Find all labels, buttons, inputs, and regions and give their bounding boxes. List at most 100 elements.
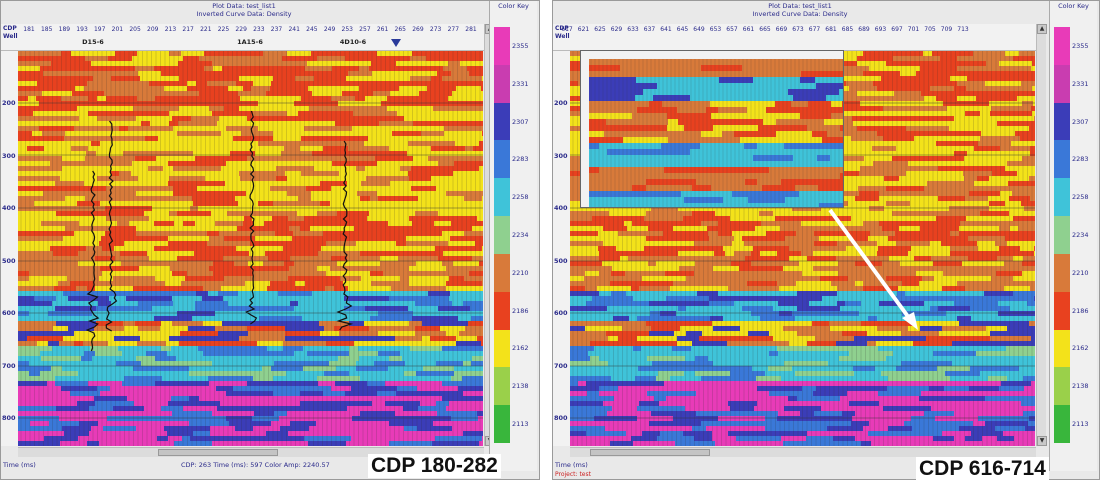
cdp-tick-label: 249 bbox=[323, 26, 336, 33]
color-key-swatch bbox=[494, 178, 510, 217]
color-key-label: 2186 bbox=[1072, 306, 1089, 315]
cdp-tick-label: 233 bbox=[253, 26, 265, 33]
color-key-swatch bbox=[494, 405, 510, 443]
cdp-tick-label: 673 bbox=[792, 26, 804, 33]
status-readout: CDP: 263 Time (ms): 597 Color Amp: 2240.… bbox=[181, 461, 330, 469]
scroll-down-button[interactable]: ▼ bbox=[1037, 436, 1047, 446]
cdp-tick-label: 277 bbox=[447, 26, 460, 33]
color-key-title: Color Key bbox=[498, 2, 529, 10]
time-tick-label: 600 bbox=[554, 309, 568, 317]
inset-axis bbox=[581, 59, 589, 207]
right-cdp-caption: CDP 616-714 bbox=[916, 457, 1049, 481]
cdp-tick-label: 705 bbox=[924, 26, 936, 33]
left-section-window: Plot Data: test_list1 Inverted Curve Dat… bbox=[0, 0, 540, 480]
color-key-swatch bbox=[494, 27, 510, 65]
scroll-up-button[interactable]: ▲ bbox=[1037, 24, 1047, 34]
color-key-swatch bbox=[494, 64, 510, 103]
color-key-panel: Color Key 2355 2331 2307 2283 2258 2234 2210 21… bbox=[1049, 1, 1097, 471]
cdp-tick-label: 265 bbox=[394, 26, 406, 33]
cdp-tick-label: 657 bbox=[726, 26, 738, 33]
horizontal-scrollbar[interactable] bbox=[570, 447, 1036, 457]
color-key-label: 2234 bbox=[512, 231, 529, 239]
status-bar: Time (ms) CDP: 263 Time (ms): 597 Color … bbox=[1, 459, 487, 471]
color-key-label: 2210 bbox=[512, 268, 529, 277]
color-key-label: 2355 bbox=[512, 41, 529, 50]
cdp-tick-label: 197 bbox=[93, 26, 106, 33]
plot-title: Plot Data: test_list1 Inverted Curve Dat… bbox=[553, 2, 1047, 18]
color-key-label: 2162 bbox=[512, 344, 529, 353]
cdp-tick-label: 689 bbox=[858, 26, 870, 33]
time-tick-label: 600 bbox=[2, 309, 16, 317]
cdp-header: CDP Well 181 185 189 193 197 201 205 209 213 217 2… bbox=[1, 24, 487, 51]
status-bar: Time (ms) Project: test bbox=[553, 459, 1039, 478]
color-key-swatch bbox=[494, 216, 510, 254]
cdp-tick-label: 229 bbox=[235, 26, 247, 33]
color-key-swatch bbox=[494, 253, 510, 292]
color-key-swatch bbox=[1054, 102, 1070, 141]
color-key-swatch bbox=[1054, 140, 1070, 179]
cdp-tick-label: 253 bbox=[341, 26, 353, 33]
cdp-position-marker[interactable] bbox=[391, 39, 401, 47]
inverted-curve-title: Inverted Curve Data: Density bbox=[752, 10, 848, 18]
color-key-swatch bbox=[494, 291, 510, 330]
well-name-label: 4D10-6 bbox=[339, 38, 367, 46]
cdp-tick-label: 189 bbox=[58, 26, 71, 33]
color-key-swatch bbox=[1054, 64, 1070, 103]
color-key-label: 2138 bbox=[1072, 382, 1089, 391]
color-key-label: 2331 bbox=[512, 79, 529, 88]
color-key-label: 2138 bbox=[512, 382, 529, 391]
cdp-tick-label: 193 bbox=[76, 26, 88, 33]
cdp-tick-label: 629 bbox=[610, 26, 623, 33]
time-tick-label: 500 bbox=[554, 256, 568, 265]
time-tick-label: 400 bbox=[2, 204, 16, 212]
plot-data-title: Plot Data: test_list1 bbox=[212, 2, 276, 10]
scroll-thumb[interactable] bbox=[590, 449, 710, 456]
color-key-label: 2355 bbox=[1072, 41, 1089, 50]
vertical-scrollbar[interactable]: ▲ ▼ bbox=[1036, 24, 1047, 446]
color-key-label: 2162 bbox=[1072, 344, 1089, 353]
plot-data-title: Plot Data: test_list1 bbox=[768, 2, 832, 10]
cdp-tick-label: 641 bbox=[660, 26, 672, 33]
seismic-density-plot[interactable] bbox=[18, 51, 483, 446]
color-key-label: 2283 bbox=[512, 155, 529, 164]
color-key-swatch bbox=[1054, 253, 1070, 292]
cdp-tick-label: 241 bbox=[288, 26, 300, 33]
horizontal-scrollbar[interactable] bbox=[18, 447, 484, 457]
cdp-tick-label: 213 bbox=[164, 26, 177, 33]
status-time-label: Time (ms) bbox=[3, 461, 36, 469]
cdp-tick-label: 681 bbox=[825, 26, 837, 33]
cdp-tick-label: 621 bbox=[577, 26, 590, 33]
cdp-tick-label: 281 bbox=[465, 26, 477, 33]
time-tick-label: 300 bbox=[2, 151, 16, 160]
time-axis: 200 300 400 500 600 700 800 bbox=[1, 51, 18, 446]
color-key-label: 2210 bbox=[1072, 268, 1089, 277]
time-tick-label: 700 bbox=[554, 361, 568, 370]
color-key-title: Color Key bbox=[1058, 2, 1089, 10]
color-key-swatch bbox=[494, 102, 510, 141]
cdp-tick-label: 217 bbox=[182, 26, 194, 33]
time-tick-label: 300 bbox=[554, 151, 568, 160]
cdp-tick-label: 645 bbox=[676, 26, 689, 33]
color-key-bar bbox=[494, 27, 510, 443]
cdp-tick-label: 625 bbox=[594, 26, 606, 33]
scroll-thumb[interactable] bbox=[158, 449, 278, 456]
cdp-tick-label: 653 bbox=[709, 26, 722, 33]
cdp-tick-label: 181 bbox=[23, 26, 35, 33]
color-key-swatch bbox=[1054, 216, 1070, 254]
cdp-axis-label: CDP bbox=[3, 25, 17, 32]
color-key-label: 2258 bbox=[512, 193, 529, 202]
color-key-swatch bbox=[1054, 405, 1070, 443]
color-key-swatch bbox=[1054, 178, 1070, 217]
project-label: Project: test bbox=[555, 471, 591, 478]
well-axis-label: Well bbox=[555, 33, 570, 40]
cdp-tick-label: 693 bbox=[874, 26, 887, 33]
cdp-tick-label: 617 bbox=[561, 26, 573, 33]
cdp-tick-label: 209 bbox=[147, 26, 159, 33]
color-key-label: 2331 bbox=[1072, 79, 1089, 88]
time-tick-label: 200 bbox=[2, 99, 16, 107]
color-key-label: 2283 bbox=[1072, 155, 1089, 164]
color-key-swatch bbox=[494, 140, 510, 179]
time-tick-label: 500 bbox=[2, 256, 16, 265]
left-cdp-caption: CDP 180-282 bbox=[368, 454, 501, 478]
cdp-tick-label: 261 bbox=[376, 26, 389, 33]
